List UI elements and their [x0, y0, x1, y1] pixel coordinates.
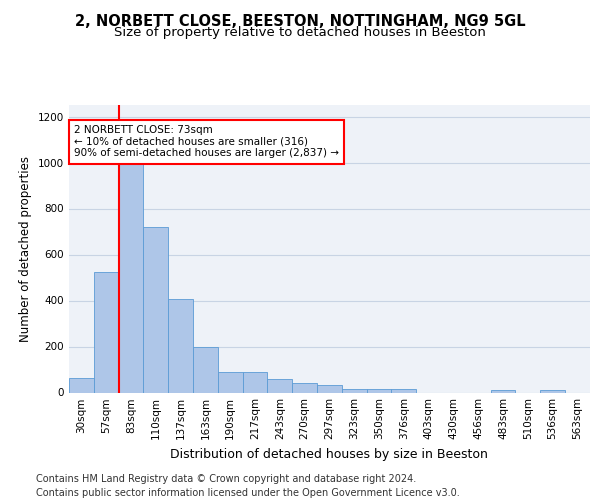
Bar — [69, 378, 94, 392]
Bar — [242, 372, 268, 392]
Text: 2, NORBETT CLOSE, BEESTON, NOTTINGHAM, NG9 5GL: 2, NORBETT CLOSE, BEESTON, NOTTINGHAM, N… — [74, 14, 526, 29]
Text: Contains HM Land Registry data © Crown copyright and database right 2024.
Contai: Contains HM Land Registry data © Crown c… — [36, 474, 460, 498]
Bar — [143, 227, 168, 392]
Bar — [317, 385, 342, 392]
Text: Size of property relative to detached houses in Beeston: Size of property relative to detached ho… — [114, 26, 486, 39]
Bar — [367, 388, 391, 392]
Bar — [540, 390, 565, 392]
Y-axis label: Number of detached properties: Number of detached properties — [19, 156, 32, 342]
Bar — [342, 388, 367, 392]
Bar — [119, 162, 143, 392]
Bar — [491, 390, 515, 392]
Bar — [268, 378, 292, 392]
Bar — [168, 300, 193, 392]
Bar — [218, 372, 242, 392]
X-axis label: Distribution of detached houses by size in Beeston: Distribution of detached houses by size … — [170, 448, 488, 461]
Bar — [292, 384, 317, 392]
Bar — [391, 388, 416, 392]
Bar — [94, 272, 119, 392]
Bar — [193, 347, 218, 393]
Text: 2 NORBETT CLOSE: 73sqm
← 10% of detached houses are smaller (316)
90% of semi-de: 2 NORBETT CLOSE: 73sqm ← 10% of detached… — [74, 125, 339, 158]
